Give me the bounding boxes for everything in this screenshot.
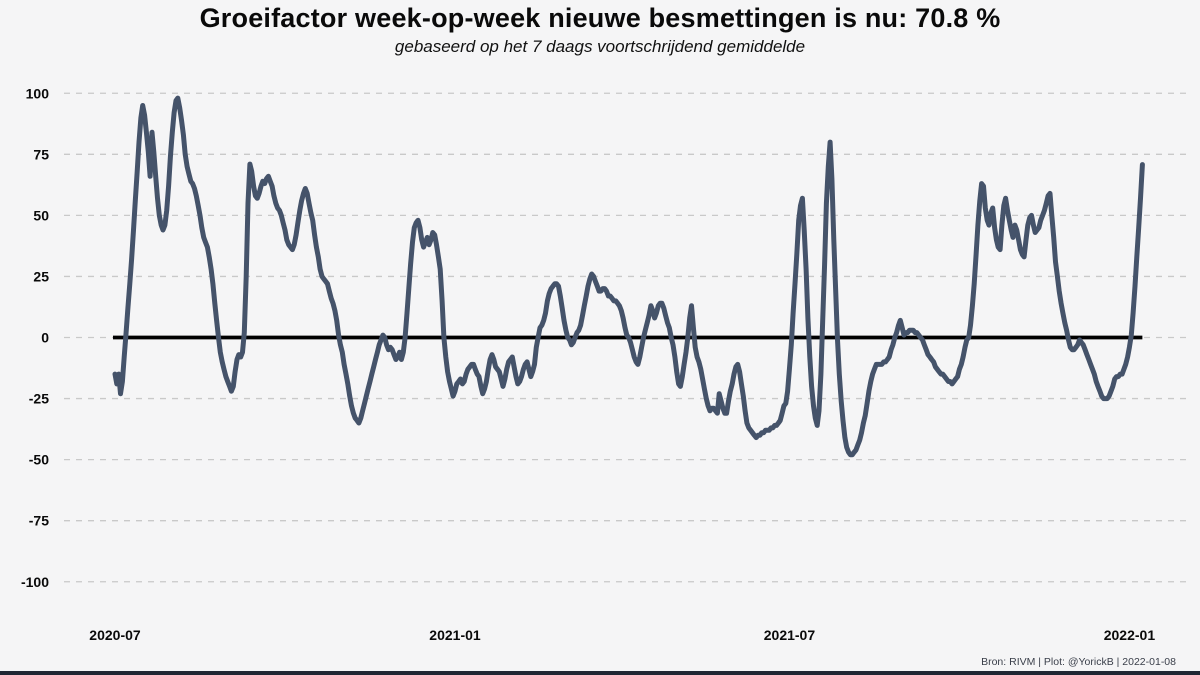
source-credit: Bron: RIVM | Plot: @YorickB | 2022-01-08 [981, 656, 1176, 668]
chart-title: Groeifactor week-op-week nieuwe besmetti… [199, 3, 1001, 33]
chart-subtitle: gebaseerd op het 7 daags voortschrijdend… [394, 37, 806, 56]
y-tick-label: -100 [21, 574, 49, 590]
y-tick-label: -75 [29, 513, 49, 529]
y-tick-label: -25 [29, 391, 49, 407]
y-tick-label: 100 [26, 85, 50, 101]
x-tick-label: 2022-01 [1104, 627, 1156, 643]
y-tick-label: 50 [33, 207, 49, 223]
bottom-edge-strip [0, 671, 1200, 675]
y-tick-label: 25 [33, 268, 49, 284]
x-tick-label: 2021-01 [429, 627, 481, 643]
growth-factor-line [112, 95, 1145, 458]
y-tick-label: 75 [33, 146, 49, 162]
x-tick-label: 2020-07 [89, 627, 141, 643]
y-tick-label: -50 [29, 452, 49, 468]
y-tick-label: 0 [41, 330, 49, 346]
x-tick-label: 2021-07 [764, 627, 816, 643]
